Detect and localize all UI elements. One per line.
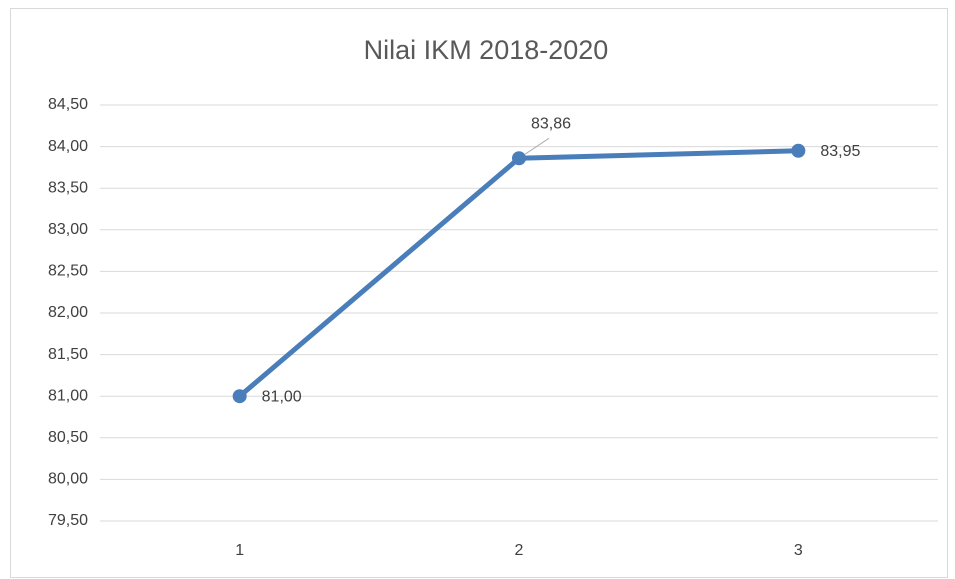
x-tick-label: 3 <box>794 542 803 559</box>
marker <box>512 151 526 166</box>
data-label: 83,86 <box>531 115 571 132</box>
data-label: 83,95 <box>820 143 860 160</box>
y-tick-label: 84,00 <box>48 138 88 155</box>
marker <box>791 143 806 158</box>
y-tick-label: 81,00 <box>48 387 88 404</box>
leader-line <box>524 137 550 155</box>
data-label: 81,00 <box>262 388 302 405</box>
x-tick-label: 1 <box>235 542 244 559</box>
y-tick-label: 82,50 <box>48 263 88 280</box>
y-tick-label: 81,50 <box>48 346 88 363</box>
y-tick-label: 80,00 <box>48 471 88 488</box>
y-tick-label: 84,50 <box>48 96 88 113</box>
y-tick-label: 83,50 <box>48 179 88 196</box>
y-tick-label: 79,50 <box>48 512 88 529</box>
y-tick-label: 80,50 <box>48 429 88 446</box>
x-tick-label: 2 <box>515 542 524 559</box>
chart-title: Nilai IKM 2018-2020 <box>364 35 609 65</box>
y-tick-label: 82,00 <box>48 304 88 321</box>
marker <box>232 389 247 404</box>
chart-border <box>10 8 948 578</box>
y-tick-label: 83,00 <box>48 221 88 238</box>
